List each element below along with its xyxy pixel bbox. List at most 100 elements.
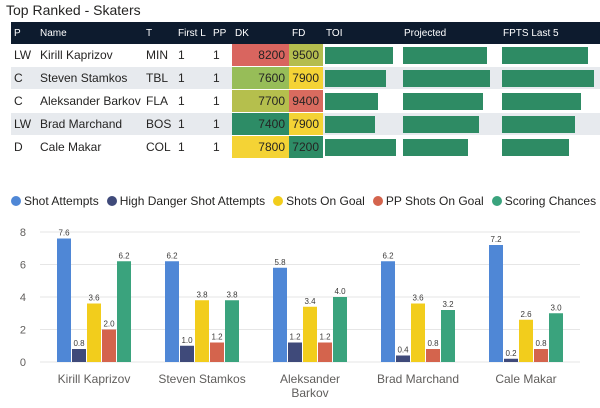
bar[interactable] (180, 345, 194, 362)
col-header-firstl[interactable]: First L (175, 22, 210, 44)
table-row[interactable]: LW Brad Marchand BOS 1 1 7400 7900 (11, 112, 600, 136)
cell-name: Cale Makar (37, 135, 143, 159)
cell-team: BOS (143, 112, 175, 136)
data-label: 0.2 (505, 349, 517, 358)
cell-projected (401, 44, 500, 67)
cell-dk: 7700 (232, 89, 289, 113)
cell-pos: LW (11, 112, 37, 136)
bar[interactable] (426, 349, 440, 362)
bar[interactable] (210, 342, 224, 363)
legend-item[interactable]: Scoring Chances (491, 194, 596, 208)
col-header-dk[interactable]: DK (232, 22, 289, 44)
x-tick-label: Brad Marchand (377, 372, 459, 386)
bar[interactable] (72, 349, 86, 362)
data-label: 3.8 (226, 290, 238, 299)
cell-firstl: 1 (175, 89, 210, 113)
bar[interactable] (411, 303, 425, 363)
col-header-fpts[interactable]: FPTS Last 5 (500, 22, 600, 44)
data-label: 5.8 (274, 258, 286, 267)
data-label: 4.0 (334, 287, 346, 296)
cell-team: MIN (143, 44, 175, 67)
col-header-pp[interactable]: PP (210, 22, 232, 44)
bar[interactable] (225, 300, 239, 362)
table-row[interactable]: C Steven Stamkos TBL 1 1 7600 7900 (11, 66, 600, 90)
col-header-projected[interactable]: Projected (401, 22, 500, 44)
x-tick-label: Cale Makar (495, 372, 556, 386)
data-label: 2.6 (520, 310, 532, 319)
data-label: 6.2 (118, 251, 130, 260)
legend-item[interactable]: Shot Attempts (11, 194, 99, 208)
data-label: 3.4 (304, 297, 316, 306)
cell-name: Kirill Kaprizov (37, 44, 143, 67)
bar-chart: 0 2 4 6 8 7.6 0.8 3.6 2.0 6.2 Kirill Kaprizov 6.2 1.… (20, 227, 580, 400)
cell-pp: 1 (210, 112, 232, 136)
x-tick-label: Kirill Kaprizov (58, 372, 131, 386)
bar[interactable] (333, 297, 347, 362)
bar[interactable] (396, 355, 410, 363)
table-header-row: P Name T First L PP DK FD TOI Projected … (11, 22, 600, 44)
cell-projected (401, 66, 500, 90)
data-label: 2.0 (103, 320, 115, 329)
data-label: 0.4 (397, 346, 409, 355)
table-row[interactable]: D Cale Makar COL 1 1 7800 7200 (11, 135, 600, 159)
cell-firstl: 1 (175, 66, 210, 90)
bar[interactable] (195, 300, 209, 362)
table-row[interactable]: C Aleksander Barkov FLA 1 1 7700 9400 (11, 89, 600, 113)
cell-fpts (500, 135, 600, 159)
bar[interactable] (288, 342, 302, 363)
cell-name: Steven Stamkos (37, 66, 143, 90)
col-header-name[interactable]: Name (37, 22, 143, 44)
y-tick-label: 0 (20, 357, 26, 369)
cell-fd: 9500 (289, 44, 323, 67)
data-label: 3.8 (196, 290, 208, 299)
cell-fpts (500, 66, 600, 90)
fpts-databar (502, 92, 581, 110)
cell-dk: 7800 (232, 135, 289, 159)
legend-item[interactable]: Shots On Goal (273, 194, 365, 208)
col-header-pos[interactable]: P (11, 22, 37, 44)
data-label: 3.2 (442, 300, 454, 309)
y-tick-label: 4 (20, 292, 26, 304)
cell-fpts (500, 112, 600, 136)
bar[interactable] (57, 238, 71, 363)
bar[interactable] (303, 306, 317, 362)
toi-databar (325, 115, 375, 133)
bar[interactable] (273, 267, 287, 362)
table-row[interactable]: LW Kirill Kaprizov MIN 1 1 8200 9500 (11, 44, 600, 67)
x-tick-label: Aleksander (280, 372, 340, 386)
bar[interactable] (117, 261, 131, 362)
bar[interactable] (165, 261, 179, 362)
projected-databar (403, 138, 468, 156)
col-header-toi[interactable]: TOI (323, 22, 401, 44)
cell-projected (401, 112, 500, 136)
cell-team: FLA (143, 89, 175, 113)
bar[interactable] (441, 310, 455, 362)
legend-dot-icon (372, 196, 383, 206)
data-label: 3.0 (550, 303, 562, 312)
cell-pp: 1 (210, 89, 232, 113)
bar[interactable] (318, 342, 332, 363)
chart-legend: Shot Attempts High Danger Shot Attempts Sh… (11, 194, 596, 208)
cell-team: TBL (143, 66, 175, 90)
legend-item[interactable]: High Danger Shot Attempts (106, 194, 265, 208)
bar[interactable] (549, 313, 563, 362)
x-tick-label: Steven Stamkos (158, 372, 245, 386)
bar[interactable] (102, 329, 116, 363)
bar[interactable] (504, 358, 518, 362)
col-header-team[interactable]: T (143, 22, 175, 44)
bar[interactable] (534, 349, 548, 362)
bar[interactable] (519, 319, 533, 362)
data-label: 0.8 (73, 339, 85, 348)
x-tick-label: Barkov (291, 386, 328, 400)
cell-fd: 7900 (289, 112, 323, 136)
col-header-fd[interactable]: FD (289, 22, 323, 44)
bar[interactable] (381, 261, 395, 362)
cell-dk: 8200 (232, 44, 289, 67)
legend-item[interactable]: PP Shots On Goal (372, 194, 484, 208)
cell-pos: C (11, 66, 37, 90)
data-label: 1.2 (211, 333, 223, 342)
bar[interactable] (87, 303, 101, 363)
bar[interactable] (489, 245, 503, 362)
data-label: 6.2 (382, 251, 394, 260)
data-label: 7.2 (490, 235, 502, 244)
